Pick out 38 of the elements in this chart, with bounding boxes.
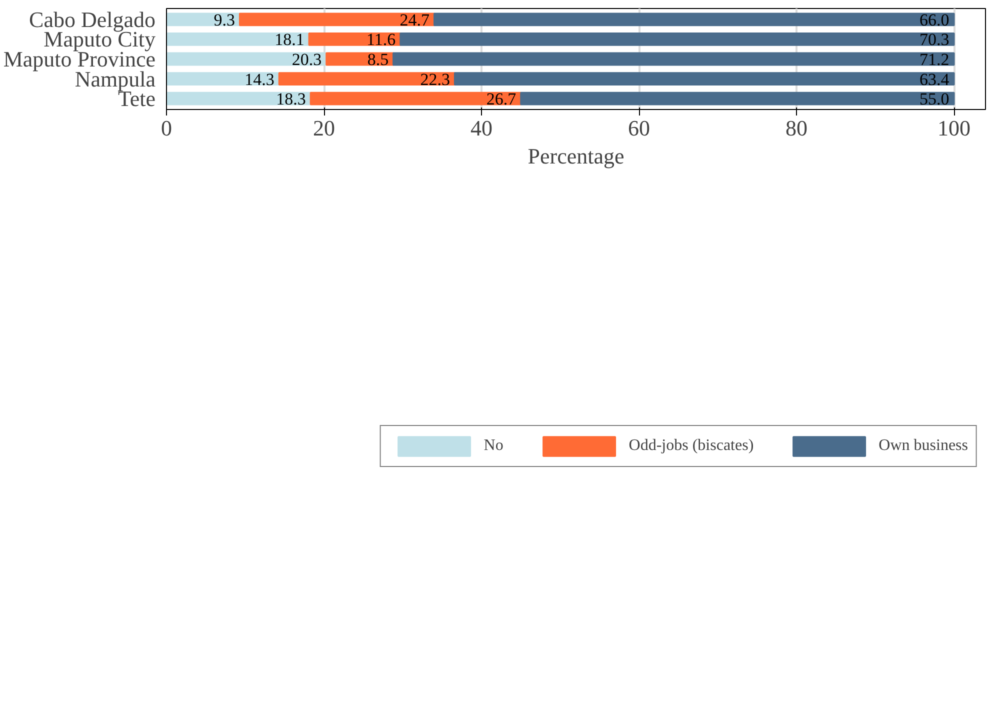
bar [166,32,310,46]
bar [392,52,955,66]
bar [278,72,456,86]
bar [308,32,402,46]
data-label: 18.3 [276,90,306,109]
data-label: 66.0 [920,10,950,30]
data-label: 63.4 [920,70,950,89]
data-label: 24.7 [400,10,430,30]
data-label: 18.1 [274,30,304,50]
x-tick-label: 20 [313,116,335,140]
data-label: 11.6 [366,30,396,50]
bar [166,52,328,66]
x-tick-label: 0 [161,116,172,140]
bar [400,32,955,46]
bar [310,92,522,106]
legend-label: Own business [878,437,968,455]
legend-label: No [484,437,504,455]
bar [454,72,955,86]
data-label: 22.3 [420,70,450,89]
x-tick-label: 100 [938,116,970,140]
x-tick-label: 80 [786,116,808,140]
data-label: 9.3 [214,10,236,30]
x-axis-title: Percentage [528,144,624,168]
data-label: 55.0 [920,90,950,109]
bar [166,92,312,106]
bar [434,12,955,26]
data-label: 71.2 [920,50,950,69]
bar [238,12,435,26]
data-label: 70.3 [920,30,950,50]
data-label: 26.7 [486,90,517,109]
bar [166,72,280,86]
x-tick-label: 40 [470,116,492,140]
data-label: 8.5 [367,50,389,69]
data-label: 20.3 [292,50,322,69]
bar [520,92,955,106]
x-tick-label: 60 [628,116,650,140]
legend-label: Odd-jobs (biscates) [628,437,754,455]
data-label: 14.3 [244,70,274,89]
